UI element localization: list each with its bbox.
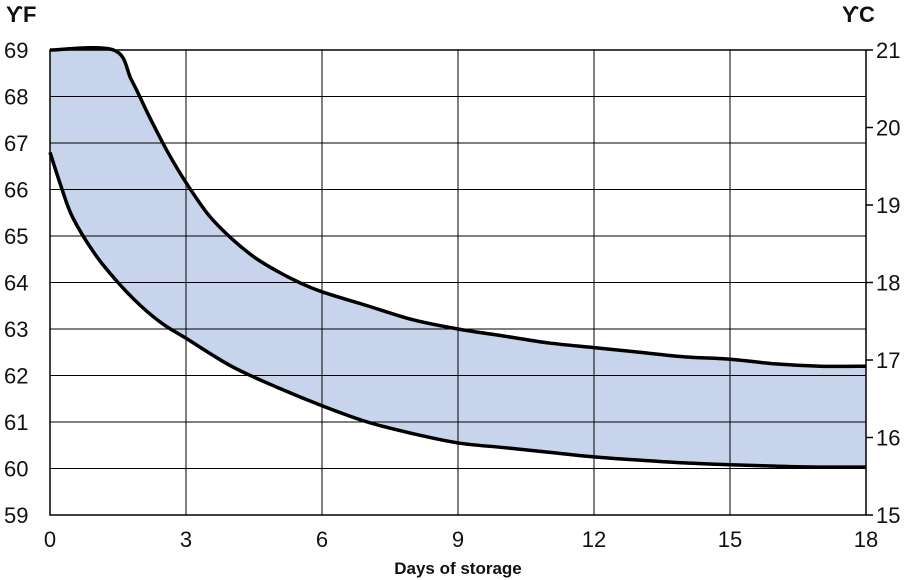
x-tick-label: 6 bbox=[316, 527, 328, 552]
lower-boundary-line bbox=[48, 151, 867, 469]
y-left-unit: ϒF bbox=[6, 2, 36, 27]
y-right-tick-label: 15 bbox=[876, 503, 900, 528]
x-tick-label: 12 bbox=[582, 527, 606, 552]
x-tick-label: 3 bbox=[180, 527, 192, 552]
temperature-band-fill bbox=[50, 47, 866, 468]
line-layer bbox=[48, 46, 867, 469]
grid-layer bbox=[50, 50, 866, 515]
y-left-tick-label: 69 bbox=[4, 38, 28, 63]
y-left-tick-label: 66 bbox=[4, 178, 28, 203]
x-tick-label: 18 bbox=[854, 527, 878, 552]
y-left-tick-label: 64 bbox=[4, 271, 28, 296]
band-layer bbox=[50, 47, 866, 468]
upper-boundary-line bbox=[49, 46, 867, 369]
y-right-tick-label: 21 bbox=[876, 38, 900, 63]
y-left-tick-label: 60 bbox=[4, 457, 28, 482]
y-left-tick-label: 63 bbox=[4, 317, 28, 342]
y-right-tick-label: 18 bbox=[876, 271, 900, 296]
y-right-unit: ϒC bbox=[842, 2, 875, 27]
y-left-tick-label: 68 bbox=[4, 85, 28, 110]
y-right-tick-label: 17 bbox=[876, 348, 900, 373]
tick-layer: 0 3 6 9 12 15 18596061626364656667686915161718… bbox=[4, 38, 900, 552]
y-right-tick-label: 19 bbox=[876, 193, 900, 218]
y-left-tick-label: 62 bbox=[4, 364, 28, 389]
y-left-tick-label: 61 bbox=[4, 410, 28, 435]
x-tick-label: 15 bbox=[718, 527, 742, 552]
y-right-tick-label: 16 bbox=[876, 426, 900, 451]
y-left-tick-label: 65 bbox=[4, 224, 28, 249]
y-left-tick-label: 59 bbox=[4, 503, 28, 528]
x-tick-label: 9 bbox=[452, 527, 464, 552]
y-right-tick-label: 20 bbox=[876, 116, 900, 141]
y-left-tick-label: 67 bbox=[4, 131, 28, 156]
x-axis-label: Days of storage bbox=[394, 559, 522, 578]
x-tick-label: 0 bbox=[44, 527, 56, 552]
